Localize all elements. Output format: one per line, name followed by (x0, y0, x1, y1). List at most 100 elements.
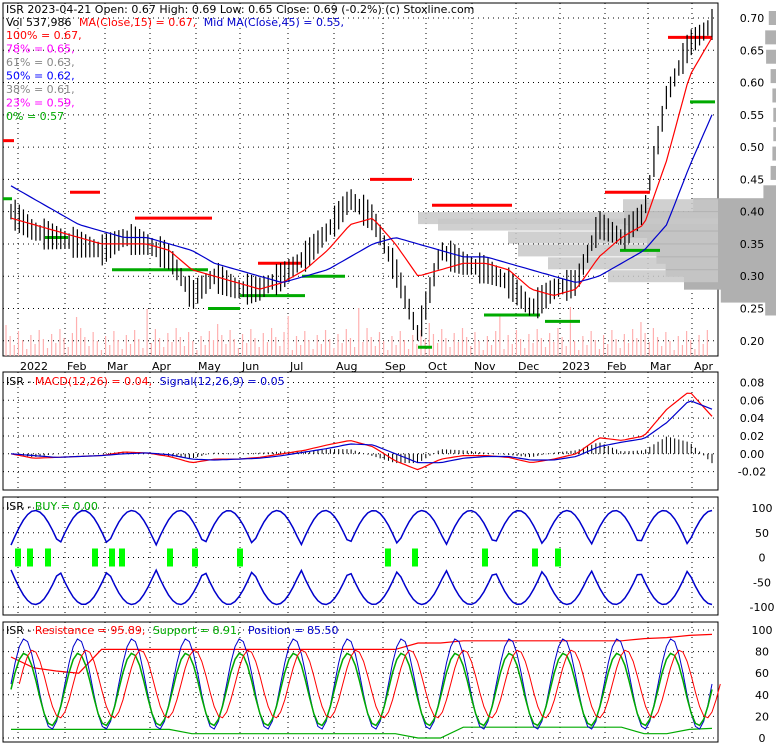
fib-level-label: 61% = 0.63, (6, 56, 75, 69)
rsp-panel-title: ISR - Resistance = 95.89, Support = 8.91… (6, 624, 339, 637)
buy-signal-mark (167, 548, 173, 567)
volume-profile-bar (548, 257, 718, 270)
support-resistance-levels (3, 35, 715, 349)
fib-level-label: 23% = 0.59, (6, 97, 75, 110)
ma45-line (10, 114, 713, 283)
volume-profile-bar (772, 88, 776, 103)
fib-level-label: 50% = 0.62, (6, 70, 75, 83)
position-smoothed-green (10, 652, 713, 727)
buy-signal-mark (45, 548, 51, 567)
price-tick-label: 0.30 (740, 270, 765, 283)
support-line (11, 726, 713, 739)
volume-profile-bar (766, 49, 776, 64)
resistance-line (10, 633, 713, 674)
volume-profile-bar (765, 30, 776, 45)
x-tick-label: 2023 (562, 360, 590, 373)
chart-header: ISR 2023-04-21 Open: 0.67 High: 0.69 Low… (6, 3, 474, 16)
buy-signal-mark (27, 548, 33, 567)
x-tick-label: Oct (428, 360, 448, 373)
macd-tick-label: 0.02 (740, 430, 765, 443)
signal-line (10, 400, 713, 464)
buy-tick-label: 50 (755, 527, 769, 540)
volume-profile-bar (720, 288, 776, 303)
price-tick-label: 0.45 (740, 173, 765, 186)
price-tick-label: 0.20 (740, 335, 765, 348)
price-tick-label: 0.65 (740, 44, 765, 57)
rsp-tick-label: 20 (755, 710, 769, 723)
x-tick-label: Jun (241, 360, 259, 373)
buy-lower-band (10, 568, 713, 606)
buy-signal-mark (109, 548, 115, 567)
price-panel-frame (2, 2, 719, 357)
volume-profile-bar (770, 69, 776, 84)
x-tick-label: May (198, 360, 221, 373)
rsp-tick-label: 80 (755, 646, 769, 659)
volume-profile (418, 11, 776, 316)
volume-profile-bar (770, 165, 776, 180)
x-tick-label: Jul (289, 360, 303, 373)
price-tick-label: 0.25 (740, 302, 765, 315)
axis-ticks: 2022 Feb Mar Apr May Jun Jul Aug Sep Oct Nov Dec 202… (20, 12, 774, 745)
buy-panel-title: ISR - BUY = 0.00 (6, 500, 98, 513)
buy-signal-mark (92, 548, 98, 567)
buy-signal-mark (119, 548, 125, 567)
rsp-tick-label: 60 (755, 667, 769, 680)
macd-tick-label: 0.08 (740, 376, 765, 389)
buy-signal-mark (237, 548, 243, 567)
x-tick-label: 2022 (20, 360, 48, 373)
macd-line (10, 392, 713, 471)
buy-signal-mark (385, 548, 391, 567)
volume-profile-bar (768, 11, 776, 25)
x-tick-label: Mar (650, 360, 671, 373)
price-tick-label: 0.50 (740, 141, 765, 154)
buy-signal-mark (192, 548, 198, 567)
price-tick-label: 0.55 (740, 109, 765, 122)
fib-levels-list: 100% = 0.67,78% = 0.65,61% = 0.63,50% = … (6, 29, 82, 123)
volume-profile-bar (773, 107, 776, 122)
fib-level-label: 0% = 0.57 (6, 110, 64, 123)
macd-tick-label: 0.00 (740, 448, 765, 461)
volume-label: Vol 537,986 MA(Close,15) = 0.67, Mid MA(… (6, 16, 344, 29)
volume-profile-bar (765, 301, 776, 316)
fib-level-label: 38% = 0.61, (6, 83, 75, 96)
x-tick-label: Feb (607, 360, 626, 373)
buy-upper-band (10, 509, 713, 547)
volume-profile-bar (773, 127, 776, 142)
buy-signal-mark (15, 548, 21, 567)
buy-series (10, 509, 713, 606)
macd-panel-frame (2, 371, 719, 491)
volume-bars (5, 307, 708, 356)
macd-tick-label: 0.06 (740, 394, 765, 407)
fib-level-label: 78% = 0.65, (6, 43, 75, 56)
ma15-line (10, 37, 713, 297)
price-tick-label: 0.40 (740, 206, 765, 219)
price-tick-label: 0.60 (740, 77, 765, 90)
volume-profile-bar (438, 218, 718, 231)
rsp-panel-frame (2, 621, 719, 743)
buy-tick-label: -100 (750, 601, 775, 614)
x-tick-label: Feb (67, 360, 86, 373)
macd-tick-label: 0.04 (740, 412, 765, 425)
x-tick-label: Mar (107, 360, 128, 373)
price-tick-label: 0.35 (740, 238, 765, 251)
buy-tick-label: 100 (752, 502, 773, 515)
volume-profile-bar (608, 270, 718, 283)
volume-profile-bar (772, 146, 776, 161)
buy-signal-mark (532, 548, 538, 567)
buy-signal-mark (555, 548, 561, 567)
buy-panel-frame (2, 496, 719, 616)
buy-signal-mark (482, 548, 488, 567)
buy-tick-label: 0 (759, 552, 766, 565)
macd-series (10, 392, 713, 471)
rsp-tick-label: 40 (755, 689, 769, 702)
volume-profile-bar (518, 244, 718, 257)
volume-profile-bar (623, 199, 718, 212)
rsp-tick-label: 0 (759, 732, 766, 745)
buy-signal-mark (412, 548, 418, 567)
x-tick-label: Aug (336, 360, 357, 373)
fib-level-label: 100% = 0.67, (6, 29, 82, 42)
macd-panel-title: ISR - MACD(12,26) = 0.04, Signal(12,26,9… (6, 375, 285, 388)
rsp-tick-label: 100 (752, 624, 773, 637)
